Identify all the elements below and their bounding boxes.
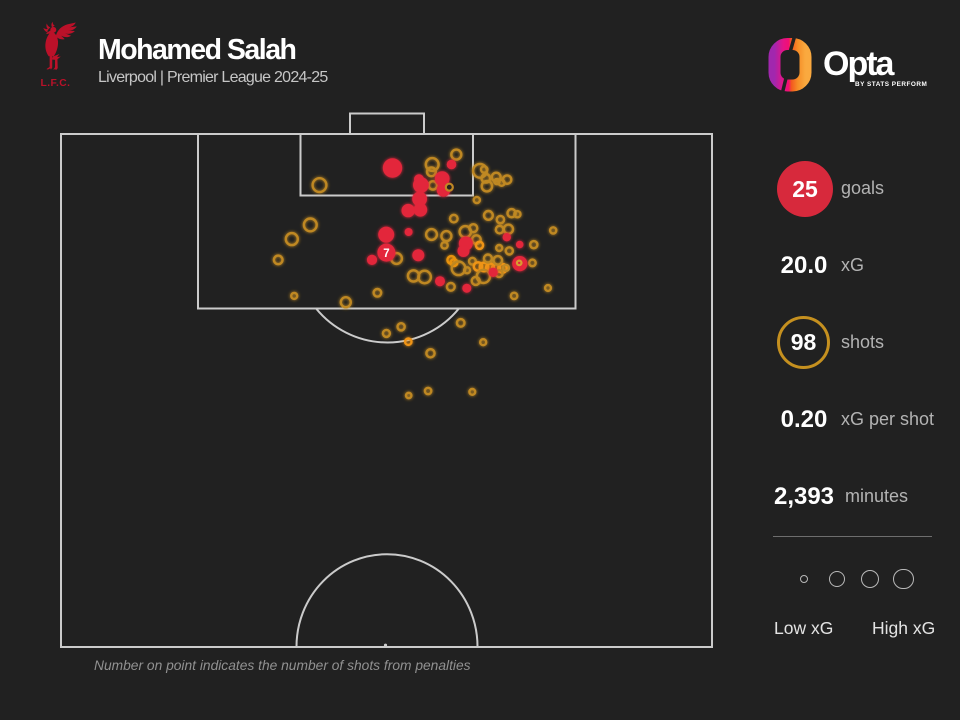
- svg-text:L.F.C.: L.F.C.: [41, 78, 71, 89]
- svg-text:7: 7: [383, 248, 389, 260]
